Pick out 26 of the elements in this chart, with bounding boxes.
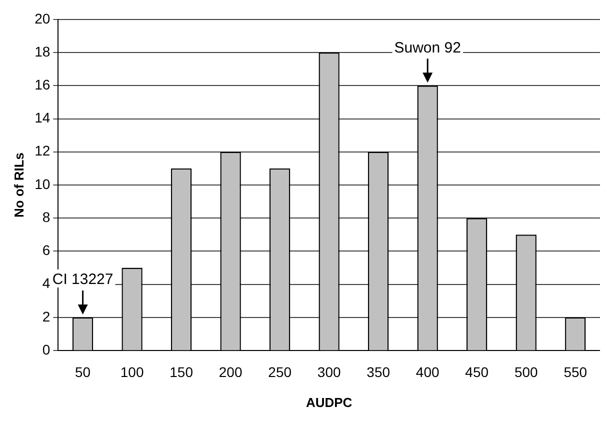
annotation: Suwon 92: [394, 39, 461, 56]
y-tick-label: 12: [34, 142, 50, 159]
x-axis-title: AUDPC: [306, 394, 353, 410]
x-tick-label: 150: [170, 364, 194, 380]
x-tick-label: 550: [564, 364, 588, 380]
y-tick-label: 18: [34, 43, 50, 60]
annotation: CI 13227: [52, 271, 114, 288]
x-tick-label: 500: [514, 364, 538, 380]
x-tick-label: 450: [465, 364, 489, 380]
x-tick-label: 100: [120, 364, 144, 380]
x-tick-label: 250: [268, 364, 292, 380]
y-tick-label: 16: [34, 76, 50, 92]
y-tick-label: 6: [42, 242, 50, 258]
x-tick-label: 350: [366, 364, 390, 380]
y-tick-label: 8: [42, 208, 50, 225]
x-tick-label: 300: [317, 364, 341, 380]
y-tick-label: 14: [34, 110, 50, 126]
y-tick-label: 2: [42, 308, 50, 324]
y-tick-label: 10: [34, 176, 50, 192]
y-axis-title: No of RILs: [11, 152, 26, 218]
x-tick-label: 50: [75, 364, 91, 380]
y-tick-label: 20: [34, 10, 50, 26]
y-tick-label: 4: [42, 275, 50, 292]
y-tick-label: 0: [42, 341, 50, 358]
x-tick-label: 400: [416, 364, 440, 380]
x-tick-label: 200: [218, 364, 242, 380]
